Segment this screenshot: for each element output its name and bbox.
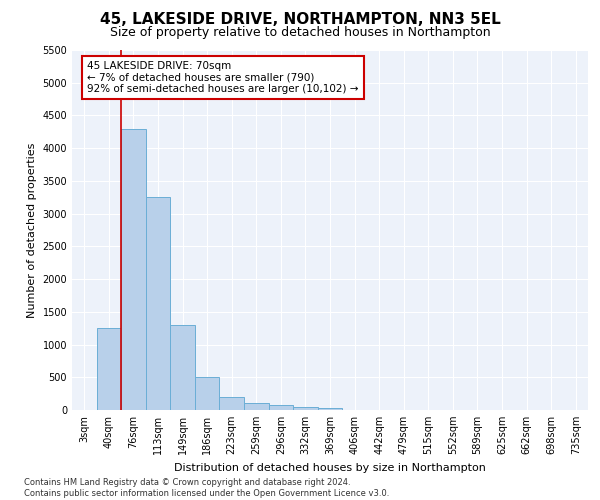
Bar [293, 406, 318, 410]
Bar [269, 405, 293, 410]
Text: 45 LAKESIDE DRIVE: 70sqm
← 7% of detached houses are smaller (790)
92% of semi-d: 45 LAKESIDE DRIVE: 70sqm ← 7% of detache… [88, 61, 359, 94]
X-axis label: Distribution of detached houses by size in Northampton: Distribution of detached houses by size … [174, 462, 486, 472]
Bar [146, 198, 170, 410]
Bar [195, 378, 220, 410]
Text: Contains HM Land Registry data © Crown copyright and database right 2024.
Contai: Contains HM Land Registry data © Crown c… [24, 478, 389, 498]
Text: Size of property relative to detached houses in Northampton: Size of property relative to detached ho… [110, 26, 490, 39]
Bar [318, 408, 342, 410]
Y-axis label: Number of detached properties: Number of detached properties [27, 142, 37, 318]
Bar [170, 325, 195, 410]
Bar [97, 328, 121, 410]
Bar [244, 404, 269, 410]
Bar [220, 397, 244, 410]
Bar [121, 128, 146, 410]
Text: 45, LAKESIDE DRIVE, NORTHAMPTON, NN3 5EL: 45, LAKESIDE DRIVE, NORTHAMPTON, NN3 5EL [100, 12, 500, 28]
